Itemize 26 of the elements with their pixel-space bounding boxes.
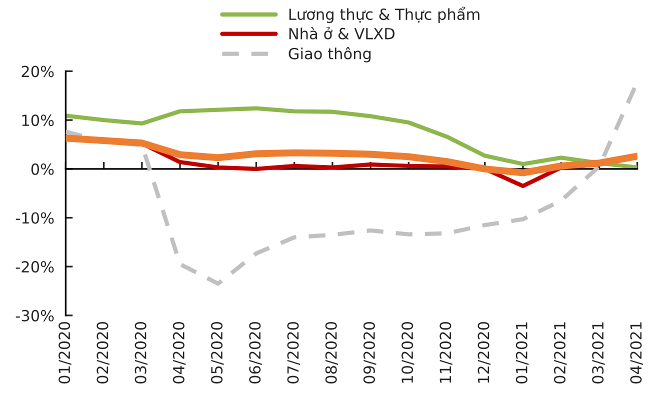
x-tick-label: 11/2020 <box>440 322 452 383</box>
x-tick-label: 08/2020 <box>325 322 338 384</box>
x-tick-label: 02/2020 <box>96 322 110 384</box>
x-tick-label: 05/2020 <box>211 322 224 384</box>
x-tick-label: 04/2020 <box>172 322 186 384</box>
y-tick-label: 10% <box>22 114 54 126</box>
y-tick-label: -30% <box>16 310 54 322</box>
y-tick-label: -20% <box>16 261 54 273</box>
x-tick-label: 01/2020 <box>58 322 72 384</box>
x-tick-label: 12/2020 <box>478 322 490 383</box>
x-tick-label: 02/2021 <box>554 322 567 384</box>
x-tick-label: 06/2020 <box>249 322 262 384</box>
x-tick-label: 09/2020 <box>363 322 376 384</box>
legend-label: Nhà ở & VLXD <box>289 26 394 40</box>
legend-label: Lương thực & Thực phẩm <box>289 6 480 24</box>
line-series <box>66 106 638 170</box>
x-tick-label: 03/2021 <box>592 322 605 384</box>
x-tick-label: 01/2021 <box>516 322 529 384</box>
y-tick-label: 0% <box>31 163 54 175</box>
x-tick-label: 07/2020 <box>287 322 300 384</box>
y-tick-label: -10% <box>16 212 54 224</box>
legend-label: Giao thông <box>288 46 371 62</box>
x-tick-label: 03/2020 <box>134 322 148 384</box>
x-tick-label: 10/2020 <box>402 322 414 383</box>
y-tick-label: 20% <box>22 66 54 78</box>
x-tick-label: 04/2021 <box>630 322 643 384</box>
